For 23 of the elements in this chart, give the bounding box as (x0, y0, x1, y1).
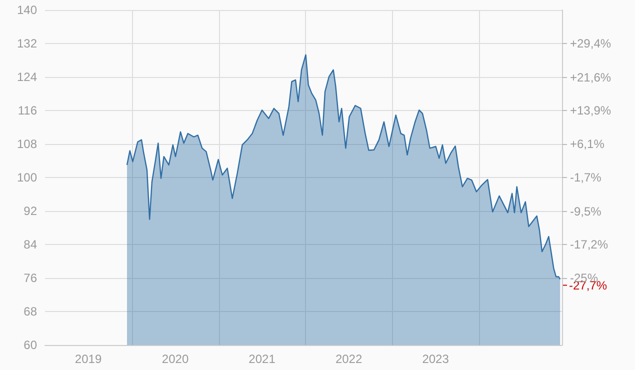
y-tick-label: 100 (16, 170, 38, 184)
x-tick-label: 2021 (248, 352, 276, 366)
x-tick-label: 2023 (422, 352, 450, 366)
y2-tick-label: +21,6% (570, 70, 612, 84)
y-tick-label: 92 (24, 204, 38, 218)
y-tick-label: 68 (24, 304, 38, 318)
y-tick-label: 132 (16, 36, 38, 50)
y2-tick-label: -17,2% (570, 238, 608, 252)
y-tick-label: 116 (18, 104, 38, 118)
x-tick-label: 2020 (162, 352, 189, 366)
y-tick-label: 84 (24, 238, 38, 252)
y2-tick-label: +13,9% (570, 103, 612, 118)
y2-tick-label: -1,7% (570, 170, 602, 185)
y-tick-label: 76 (24, 271, 38, 285)
y-tick-label: 140 (16, 3, 38, 17)
y-tick-label: 60 (24, 338, 38, 352)
y-tick-label: 124 (16, 70, 38, 84)
y2-tick-label: +29,4% (570, 36, 612, 51)
y-tick-label: 108 (16, 137, 38, 151)
y2-tick-label: +6,1% (570, 137, 605, 152)
x-tick-label: 2019 (74, 352, 102, 366)
y2-tick-label: -9,5% (570, 204, 602, 218)
x-tick-label: 2022 (335, 352, 362, 366)
